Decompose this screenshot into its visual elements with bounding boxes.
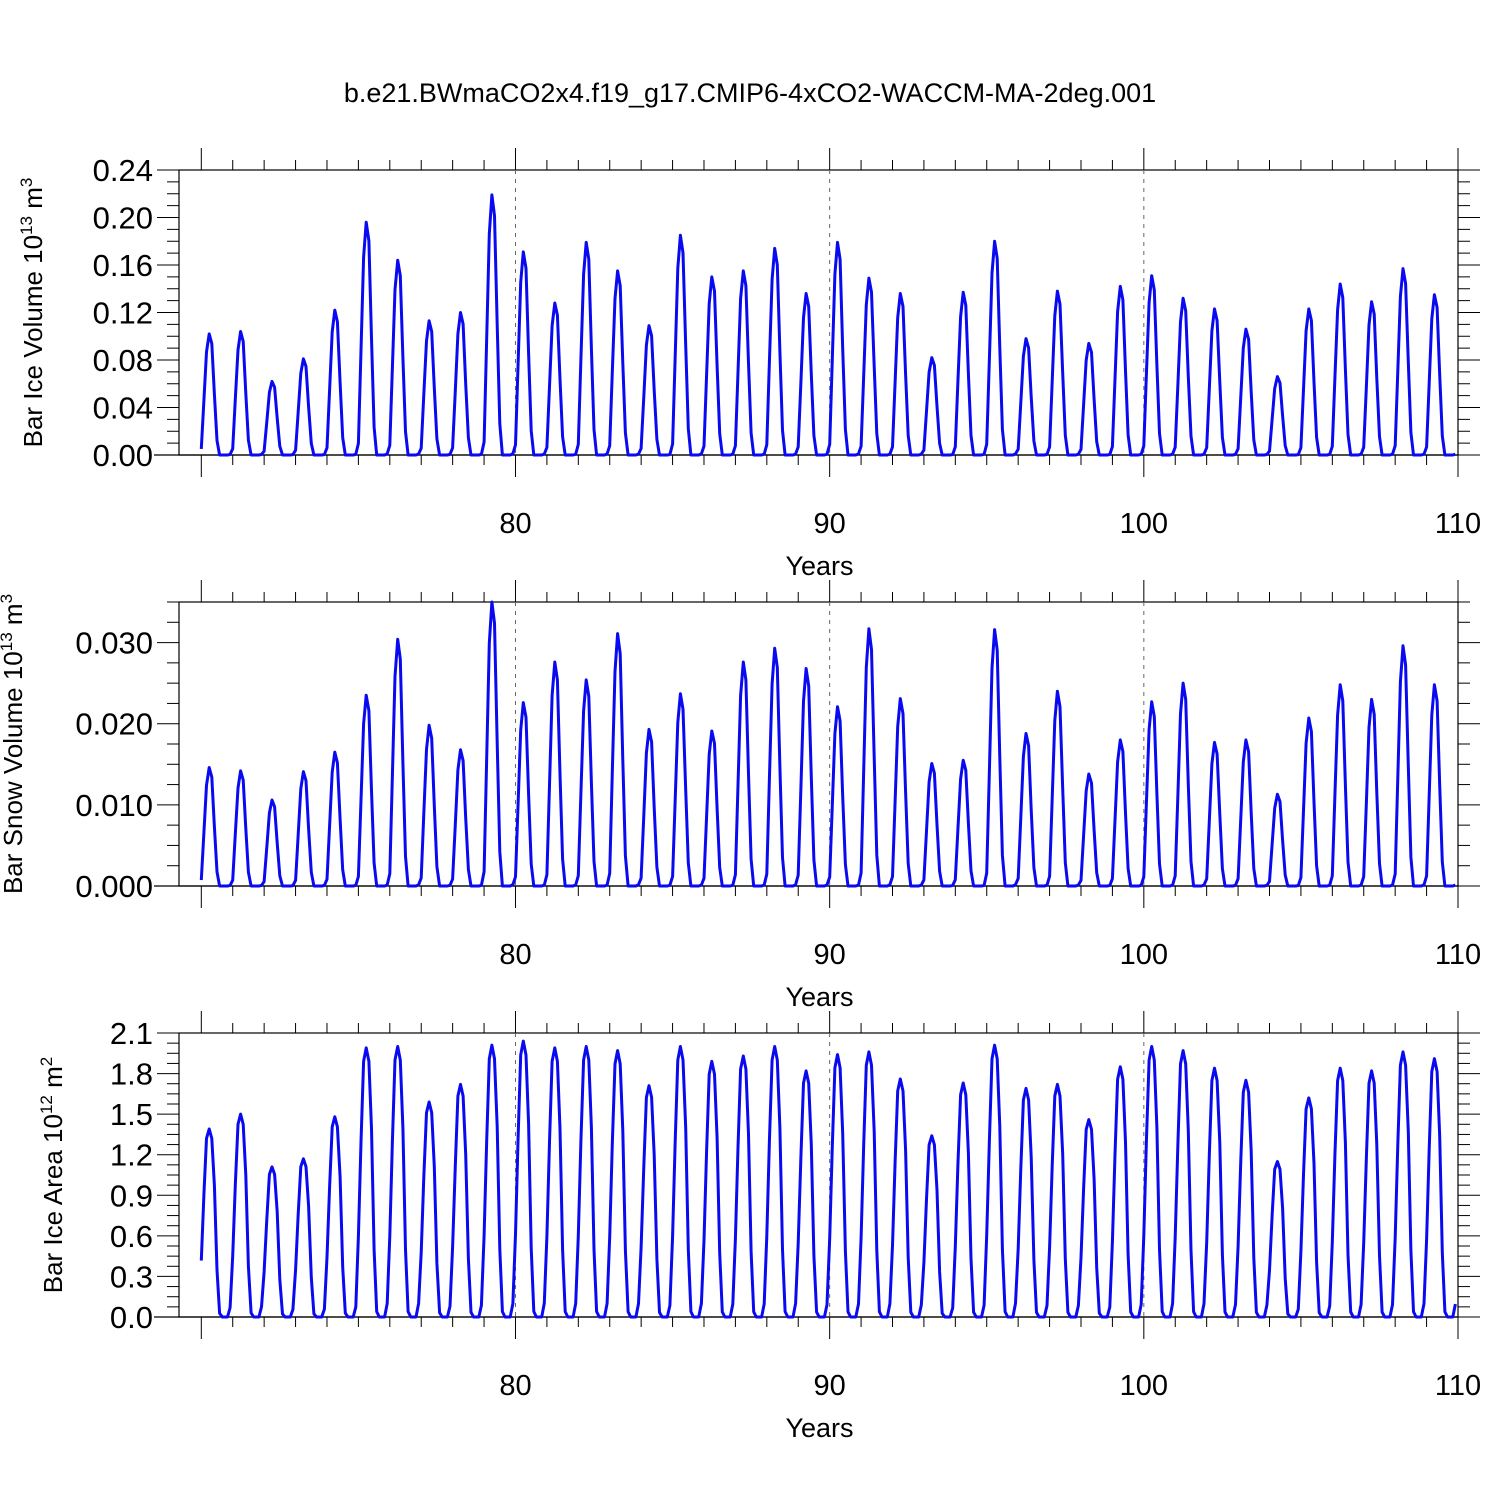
x-axis-label: Years xyxy=(785,551,853,581)
x-tick-label: 110 xyxy=(1435,508,1481,540)
x-tick-label: 110 xyxy=(1435,1370,1481,1402)
x-tick-label: 90 xyxy=(814,939,846,971)
y-tick-label: 0.9 xyxy=(110,1178,153,1213)
y-tick-label: 0.000 xyxy=(75,869,153,904)
x-tick-label: 100 xyxy=(1120,1370,1168,1402)
y-label-base: Bar Snow Volume 10 xyxy=(0,651,28,894)
x-tick-label: 80 xyxy=(499,939,531,971)
y-tick-label: 1.2 xyxy=(110,1138,153,1173)
figure-title: b.e21.BWmaCO2x4.f19_g17.CMIP6-4xCO2-WACC… xyxy=(343,78,1157,108)
series-line-bar-ice-volume xyxy=(199,193,1456,457)
series-line-bar-snow-volume xyxy=(199,600,1456,888)
x-tick-label: 110 xyxy=(1435,939,1481,971)
y-tick-label: 0.030 xyxy=(75,626,153,661)
y-label-unit: m xyxy=(38,1066,68,1095)
y-tick-label: 0.20 xyxy=(93,201,153,236)
y-label-exponent: 12 xyxy=(37,1095,56,1114)
panel-bar-ice-volume: 80 90 100 110 Years 0.00 0.04 0.08 0.12 0.16 0.20 0… xyxy=(17,148,1481,581)
y-label-exponent: 13 xyxy=(0,632,16,651)
y-tick-label: 0.16 xyxy=(93,248,153,283)
y-label-base: Bar Ice Area 10 xyxy=(38,1114,68,1293)
y-tick-label: 0.020 xyxy=(75,707,153,742)
y-label-unit: m xyxy=(0,603,28,632)
x-tick-label: 90 xyxy=(814,1370,846,1402)
y-tick-label: 0.0 xyxy=(110,1300,153,1335)
x-tick-label: 80 xyxy=(499,508,531,540)
x-axis-label: Years xyxy=(785,1413,853,1443)
x-tick-label: 100 xyxy=(1120,939,1168,971)
y-label-unit-exponent: 3 xyxy=(17,178,36,187)
y-label-exponent: 13 xyxy=(17,216,36,235)
x-axis-label: Years xyxy=(785,982,853,1012)
y-label-unit-exponent: 2 xyxy=(37,1057,56,1066)
y-tick-label: 1.8 xyxy=(110,1057,153,1092)
y-label-base: Bar Ice Volume 10 xyxy=(18,235,48,447)
y-tick-label: 1.5 xyxy=(110,1097,153,1132)
y-tick-label: 0.24 xyxy=(93,153,153,188)
y-axis-label: Bar Ice Volume 1013 m3 xyxy=(17,178,48,448)
y-tick-label: 0.12 xyxy=(93,296,153,331)
y-tick-label: 2.1 xyxy=(110,1016,153,1051)
y-label-unit-exponent: 3 xyxy=(0,594,16,603)
x-tick-label: 100 xyxy=(1120,508,1168,540)
x-tick-label: 80 xyxy=(499,1370,531,1402)
y-axis-label: Bar Snow Volume 1013 m3 xyxy=(0,594,28,894)
y-axis-label: Bar Ice Area 1012 m2 xyxy=(37,1057,68,1294)
y-tick-label: 0.6 xyxy=(110,1219,153,1254)
panel-bar-ice-area: 80 90 100 110 Years 0.0 0.3 0.6 0.9 1.2 1.5 1.8 2.1 B… xyxy=(37,1011,1481,1443)
panel-bar-snow-volume: 80 90 100 110 Years 0.000 0.010 0.020 0.030 Bar S… xyxy=(0,580,1481,1012)
y-tick-label: 0.010 xyxy=(75,788,153,823)
y-tick-label: 0.04 xyxy=(93,391,153,426)
y-tick-label: 0.08 xyxy=(93,343,153,378)
x-tick-label: 90 xyxy=(814,508,846,540)
y-tick-label: 0.3 xyxy=(110,1259,153,1294)
series-line-bar-ice-area xyxy=(199,1039,1457,1319)
y-label-unit: m xyxy=(18,187,48,216)
y-tick-label: 0.00 xyxy=(93,438,153,473)
